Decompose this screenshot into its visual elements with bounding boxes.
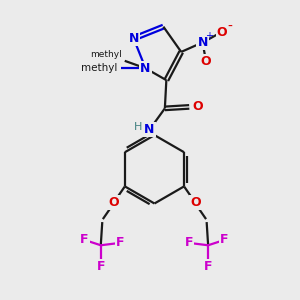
Text: N: N: [140, 62, 151, 75]
Text: O: O: [192, 100, 203, 113]
Text: F: F: [204, 260, 212, 273]
Text: F: F: [80, 233, 89, 246]
Text: N: N: [197, 36, 208, 49]
Text: O: O: [190, 196, 201, 209]
Text: O: O: [217, 26, 227, 38]
Text: methyl: methyl: [81, 63, 118, 73]
Text: O: O: [108, 196, 119, 209]
Text: -: -: [227, 20, 232, 34]
Text: F: F: [116, 236, 124, 249]
Text: F: F: [184, 236, 193, 249]
Text: N: N: [128, 32, 139, 45]
Text: H: H: [134, 122, 142, 132]
Text: F: F: [97, 260, 105, 273]
Text: +: +: [205, 32, 213, 41]
Text: O: O: [200, 55, 211, 68]
Text: methyl: methyl: [90, 50, 122, 59]
Text: F: F: [220, 233, 229, 246]
Text: N: N: [144, 123, 154, 136]
